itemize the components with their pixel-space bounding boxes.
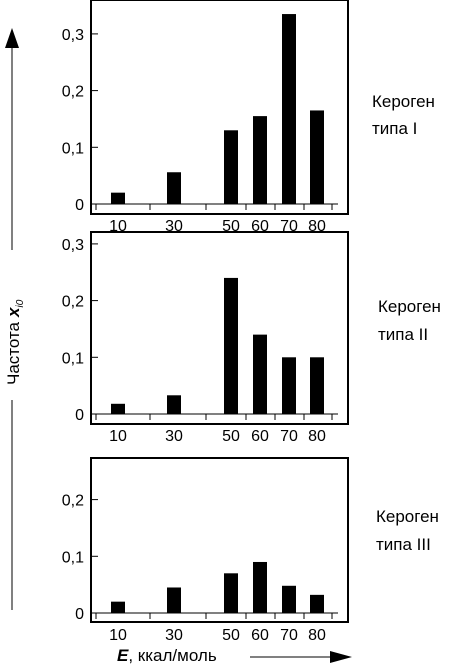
series-label-line: Кероген: [378, 297, 441, 316]
x-axis-title-unit: , ккал/моль: [128, 646, 216, 665]
y-tick-label: 0,2: [62, 84, 84, 101]
y-tick-label: 0: [75, 606, 84, 623]
y-tick-label: 0,3: [62, 237, 84, 254]
x-tick-label: 60: [251, 627, 269, 644]
y-tick-label: 0,2: [62, 294, 84, 311]
x-axis-arrow-head: [330, 651, 352, 663]
bar-70: [282, 14, 296, 205]
bar-60: [253, 561, 267, 613]
y-axis-arrow-head: [5, 28, 19, 48]
x-tick-label: 10: [109, 627, 127, 644]
x-tick-label: 50: [222, 218, 240, 235]
bar-80: [310, 594, 324, 613]
x-tick-label: 30: [165, 428, 183, 445]
y-axis-title-subscript: i0: [15, 299, 26, 307]
bar-50: [224, 573, 238, 613]
series-label-line: типа I: [372, 119, 417, 138]
plot-frame: [90, 0, 349, 215]
series-label-line: Кероген: [372, 92, 435, 111]
bar-80: [310, 110, 324, 204]
plot-frame: [90, 231, 349, 425]
y-tick-label: 0,2: [62, 493, 84, 510]
bar-50: [224, 277, 238, 414]
bar-30: [167, 395, 181, 414]
bar-10: [111, 192, 125, 204]
y-tick-label: 0: [75, 197, 84, 214]
x-tick-label: 50: [222, 627, 240, 644]
plot-frame: [90, 457, 349, 623]
bar-80: [310, 357, 324, 414]
bar-10: [111, 601, 125, 613]
y-tick-label: 0: [75, 407, 84, 424]
bar-60: [253, 334, 267, 414]
series-label-line: Кероген: [376, 507, 439, 526]
y-tick-label: 0,1: [62, 140, 84, 157]
x-axis-title-group: E, ккал/моль: [117, 646, 352, 665]
x-tick-label: 60: [251, 218, 269, 235]
x-tick-label: 70: [280, 428, 298, 445]
bar-30: [167, 172, 181, 204]
x-tick-label: 60: [251, 428, 269, 445]
x-tick-label: 10: [109, 218, 127, 235]
y-axis-title-word: Частота: [4, 321, 23, 385]
bar-30: [167, 587, 181, 613]
bar-70: [282, 357, 296, 414]
y-axis-title-symbol: x: [4, 306, 23, 318]
panel-kerogen-type-1: 0 0,1 0,2 0,3 10 30 50 60 70 80 Кероген типа I: [62, 0, 435, 235]
y-axis-title-group: Частота xi0: [0, 28, 26, 610]
x-tick-label: 50: [222, 428, 240, 445]
x-axis-title: E, ккал/моль: [117, 646, 217, 665]
x-tick-label: 80: [308, 428, 326, 445]
x-tick-label: 30: [165, 627, 183, 644]
x-axis-title-symbol: E: [117, 646, 129, 665]
panel-kerogen-type-2: 0 0,1 0,2 0,3 10 30 50 60 70 80 Кероген типа II: [62, 231, 441, 445]
panel-kerogen-type-3: 0 0,1 0,2 10 30 50 60 70 80 Кероген типа III: [62, 457, 439, 644]
y-tick-label: 0,1: [62, 350, 84, 367]
bar-10: [111, 403, 125, 414]
y-tick-label: 0,3: [62, 27, 84, 44]
bar-70: [282, 585, 296, 613]
series-label-line: типа II: [378, 325, 428, 344]
x-tick-label: 70: [280, 218, 298, 235]
y-tick-label: 0,1: [62, 549, 84, 566]
x-tick-label: 10: [109, 428, 127, 445]
x-tick-label: 30: [165, 218, 183, 235]
x-tick-label: 70: [280, 627, 298, 644]
series-label-line: типа III: [376, 535, 431, 554]
y-axis-title-bg: [0, 250, 26, 400]
bar-60: [253, 116, 267, 204]
bar-50: [224, 130, 238, 204]
x-tick-label: 80: [308, 627, 326, 644]
y-axis-title: Частота xi0: [4, 299, 26, 385]
x-tick-label: 80: [308, 218, 326, 235]
